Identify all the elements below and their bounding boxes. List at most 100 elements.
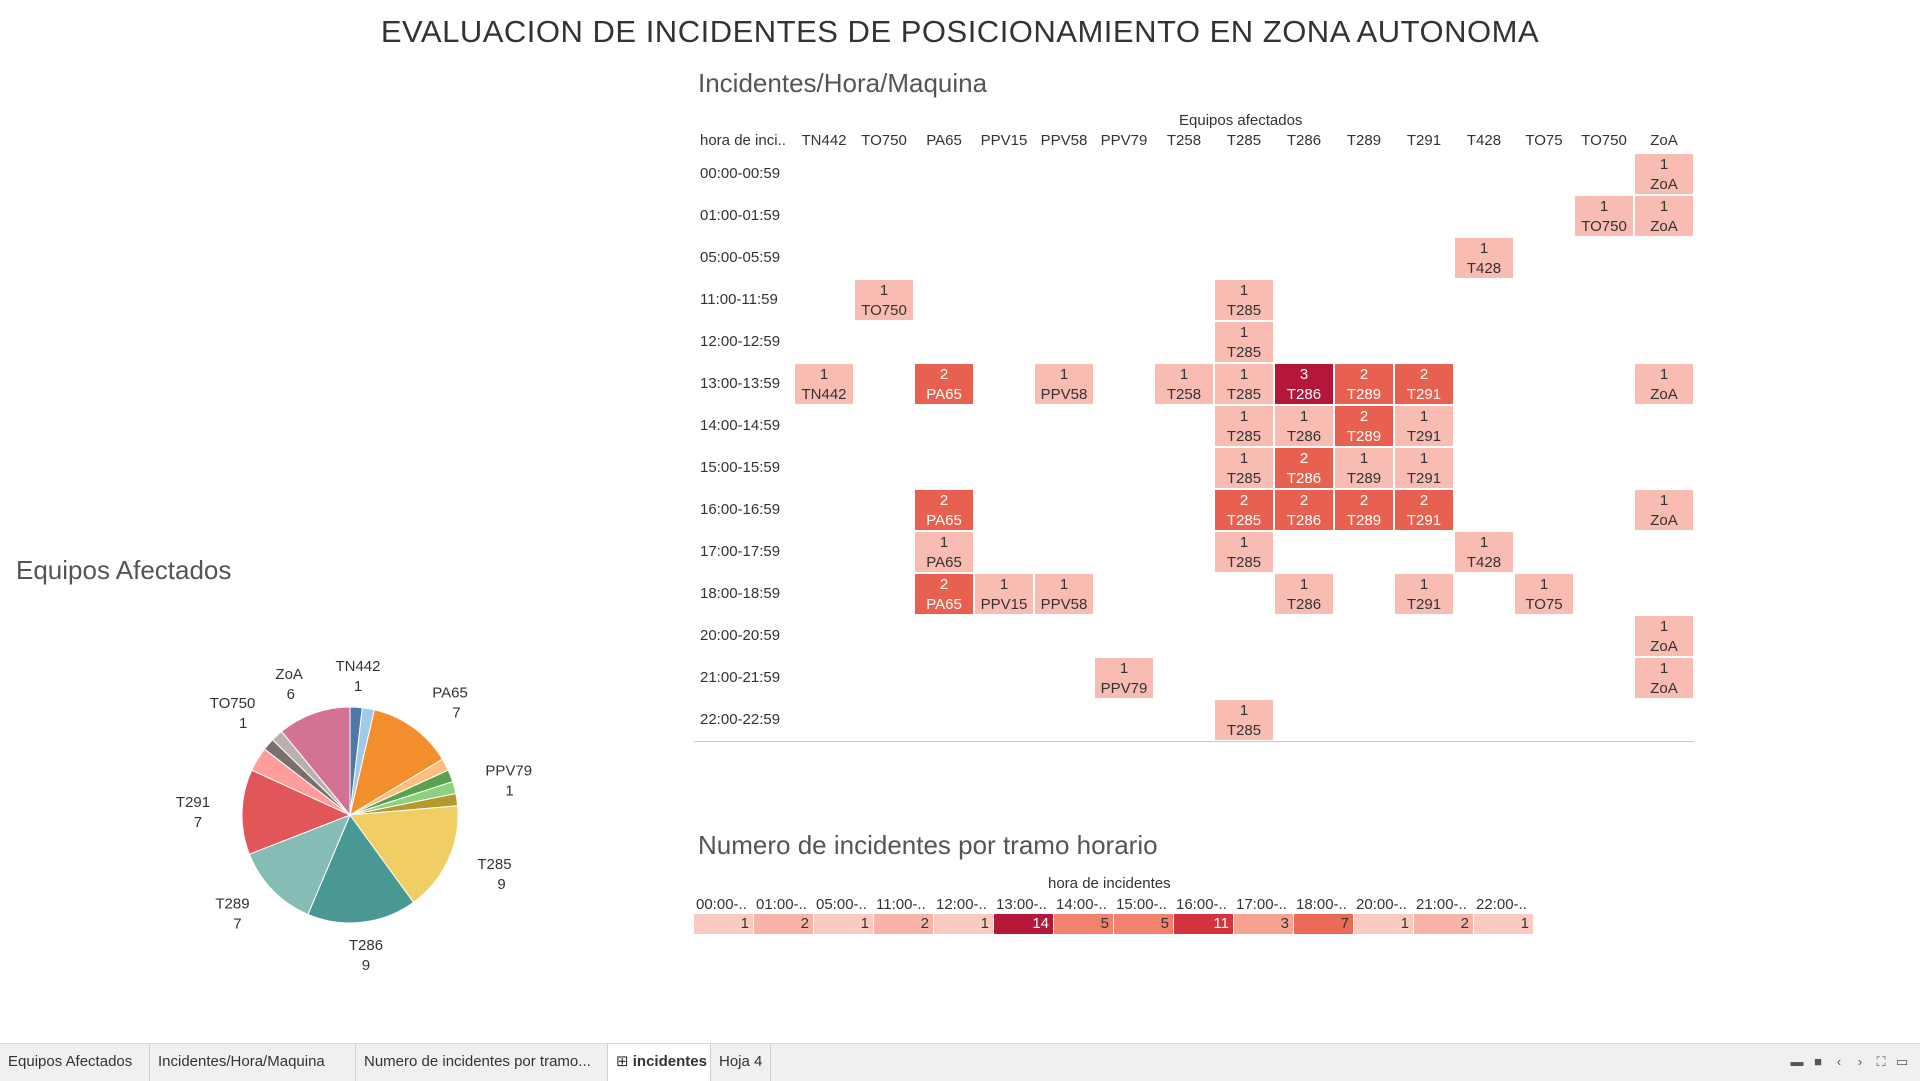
heatmap-cell[interactable]: 1 T285 xyxy=(1214,405,1274,447)
pie-value: 9 xyxy=(497,876,505,893)
pie-slice[interactable] xyxy=(248,814,351,916)
heatmap-cell[interactable]: 1 TO75 xyxy=(1514,573,1574,615)
heatmap-cell[interactable]: 1 PPV15 xyxy=(974,573,1034,615)
heatmap-cell[interactable]: 1 ZoA xyxy=(1634,489,1694,531)
row-header: 22:00-22:59 xyxy=(700,711,781,728)
heatmap-cell[interactable]: 3 T286 xyxy=(1274,363,1334,405)
cell-value: 1 xyxy=(1419,408,1429,425)
hour-strip-header: 15:00-.. xyxy=(1116,896,1167,913)
hour-strip-header: 16:00-.. xyxy=(1176,896,1227,913)
prev-sheet-icon[interactable]: ‹ xyxy=(1836,1054,1842,1069)
cell-value: 1 xyxy=(1419,450,1429,467)
heatmap-cell[interactable]: 1 TO750 xyxy=(1574,195,1634,237)
heatmap-cell[interactable]: 1 TN442 xyxy=(794,363,854,405)
heatmap-cell[interactable]: 1 T291 xyxy=(1394,405,1454,447)
sheet-tab[interactable]: Equipos Afectados xyxy=(0,1044,150,1081)
sheet-tab[interactable]: Hoja 4 xyxy=(711,1044,771,1081)
equipment-pie-chart[interactable]: TN442 1 PA65 7 PPV79 1 T285 9 T286 9 T289 7 T291 7 TO7… xyxy=(0,0,560,1000)
hour-strip-cell[interactable]: 3 xyxy=(1234,914,1294,934)
row-header: 20:00-20:59 xyxy=(700,627,781,644)
heatmap-cell[interactable]: 2 PA65 xyxy=(914,489,974,531)
heatmap-cell[interactable]: 1 ZoA xyxy=(1634,615,1694,657)
heatmap-cell[interactable]: 1 TO750 xyxy=(854,279,914,321)
cell-label: T258 xyxy=(1166,386,1202,403)
heatmap-cell[interactable]: 1 T285 xyxy=(1214,321,1274,363)
hour-strip-header: 18:00-.. xyxy=(1296,896,1347,913)
pie-value: 9 xyxy=(362,957,370,974)
fullscreen-icon[interactable]: ⛶ xyxy=(1876,1054,1886,1069)
next-sheet-icon[interactable]: › xyxy=(1857,1054,1863,1069)
pie-value: 6 xyxy=(287,686,295,703)
heatmap-cell[interactable]: 1 T291 xyxy=(1394,447,1454,489)
heatmap-cell[interactable]: 1 PA65 xyxy=(914,531,974,573)
heatmap-cell[interactable]: 1 PPV79 xyxy=(1094,657,1154,699)
heatmap-cell[interactable]: 1 ZoA xyxy=(1634,153,1694,195)
hour-strip-cell[interactable]: 1 xyxy=(694,914,754,934)
heatmap-cell[interactable]: 1 T285 xyxy=(1214,447,1274,489)
hour-strip-cell[interactable]: 1 xyxy=(934,914,994,934)
heatmap-cell[interactable]: 1 T285 xyxy=(1214,279,1274,321)
heatmap-cell[interactable]: 1 T286 xyxy=(1274,405,1334,447)
presentation-icon[interactable]: ▭ xyxy=(1895,1054,1909,1069)
sheet-tab[interactable]: Numero de incidentes por tramo... xyxy=(356,1044,608,1081)
heatmap-cell[interactable]: 2 T289 xyxy=(1334,363,1394,405)
pie-slice[interactable] xyxy=(307,813,415,924)
heatmap-cell[interactable]: 1 T428 xyxy=(1454,237,1514,279)
heatmap-cell[interactable]: 2 T289 xyxy=(1334,489,1394,531)
hour-strip-axis-title: hora de incidentes xyxy=(1048,875,1171,892)
cell-value: 1 xyxy=(1239,534,1249,551)
cell-label: PA65 xyxy=(926,386,962,403)
heatmap-cell[interactable]: 1 T428 xyxy=(1454,531,1514,573)
heatmap-cell[interactable]: 2 T286 xyxy=(1274,489,1334,531)
heatmap-cell[interactable]: 1 T285 xyxy=(1214,363,1274,405)
filmstrip-icon[interactable]: ■ xyxy=(1814,1054,1822,1069)
cell-label: ZoA xyxy=(1650,512,1678,529)
heatmap-cell[interactable]: 1 PPV58 xyxy=(1034,363,1094,405)
hour-strip-cell[interactable]: 2 xyxy=(754,914,814,934)
hour-strip-cell[interactable]: 14 xyxy=(994,914,1054,934)
show-sheets-icon[interactable]: ▬ xyxy=(1790,1054,1804,1069)
heatmap-cell[interactable]: 1 ZoA xyxy=(1634,657,1694,699)
heatmap-cell[interactable]: 1 ZoA xyxy=(1634,363,1694,405)
heatmap-cell[interactable]: 2 T285 xyxy=(1214,489,1274,531)
heatmap-cell[interactable]: 2 T286 xyxy=(1274,447,1334,489)
heatmap-cell[interactable]: 1 T258 xyxy=(1154,363,1214,405)
pie-label: TN442 xyxy=(335,658,380,675)
hour-strip-value: 11 xyxy=(1213,915,1229,932)
heatmap-cell[interactable]: 2 PA65 xyxy=(914,573,974,615)
pie-slice[interactable] xyxy=(241,769,352,855)
hour-strip-header: 20:00-.. xyxy=(1356,896,1407,913)
hour-strip-cell[interactable]: 1 xyxy=(1354,914,1414,934)
heatmap-cell[interactable]: 2 T289 xyxy=(1334,405,1394,447)
hour-strip-cell[interactable]: 7 xyxy=(1294,914,1354,934)
hour-strip-cell[interactable]: 2 xyxy=(874,914,934,934)
heatmap-cell[interactable]: 1 T291 xyxy=(1394,573,1454,615)
sheet-tab-label: incidentes xyxy=(632,1053,707,1070)
cell-label: PPV79 xyxy=(1100,680,1148,697)
heatmap-cell[interactable]: 1 PPV58 xyxy=(1034,573,1094,615)
cell-value: 2 xyxy=(1359,408,1369,425)
hour-strip-cell[interactable]: 11 xyxy=(1174,914,1234,934)
hour-strip-cell[interactable]: 5 xyxy=(1114,914,1174,934)
heatmap-cell[interactable]: 2 T291 xyxy=(1394,489,1454,531)
hour-strip-header: 05:00-.. xyxy=(816,896,867,913)
pie-slice[interactable] xyxy=(349,709,444,817)
heatmap-cell[interactable]: 1 T286 xyxy=(1274,573,1334,615)
hour-strip-cell[interactable]: 1 xyxy=(1474,914,1534,934)
heatmap-cell[interactable]: 1 ZoA xyxy=(1634,195,1694,237)
sheet-tab[interactable]: Incidentes/Hora/Maquina xyxy=(150,1044,356,1081)
heatmap-cell[interactable]: 1 T285 xyxy=(1214,531,1274,573)
cell-value: 1 xyxy=(879,282,889,299)
heatmap-cell[interactable]: 1 T285 xyxy=(1214,699,1274,741)
heatmap-cell[interactable]: 2 PA65 xyxy=(914,363,974,405)
hour-strip-cell[interactable]: 1 xyxy=(814,914,874,934)
sheet-tab[interactable]: ⊞ incidentes xyxy=(608,1044,711,1081)
cell-value: 1 xyxy=(1479,240,1489,257)
pie-slice[interactable] xyxy=(280,706,351,817)
heatmap-cell[interactable]: 2 T291 xyxy=(1394,363,1454,405)
heatmap-cell[interactable]: 1 T289 xyxy=(1334,447,1394,489)
hour-strip-cell[interactable]: 2 xyxy=(1414,914,1474,934)
pie-slice[interactable] xyxy=(349,805,459,904)
hour-strip-cell[interactable]: 5 xyxy=(1054,914,1114,934)
column-header: PA65 xyxy=(926,132,962,149)
